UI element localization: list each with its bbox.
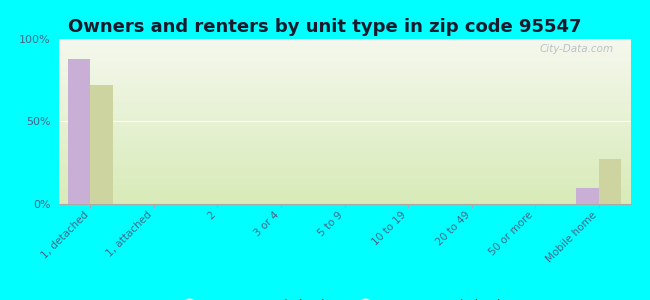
Bar bbox=[599, 159, 621, 204]
Bar bbox=[90, 85, 112, 204]
Text: City-Data.com: City-Data.com bbox=[540, 44, 614, 54]
Bar bbox=[68, 59, 90, 204]
Text: Owners and renters by unit type in zip code 95547: Owners and renters by unit type in zip c… bbox=[68, 18, 582, 36]
Legend: Owner occupied units, Renter occupied units: Owner occupied units, Renter occupied un… bbox=[173, 295, 516, 300]
Bar bbox=[577, 188, 599, 204]
